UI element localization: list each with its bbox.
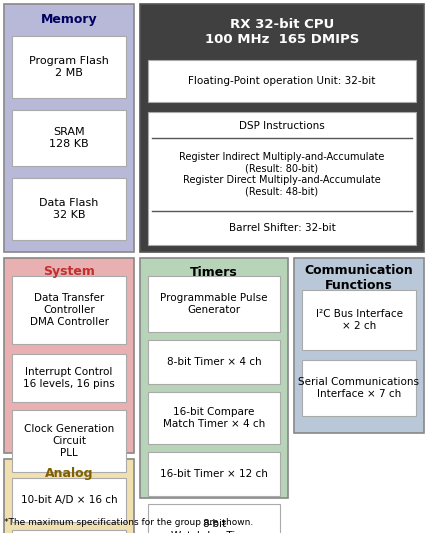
Text: Programmable Pulse
Generator: Programmable Pulse Generator [160, 293, 268, 315]
Bar [148, 276, 280, 332]
Text: RX 32-bit CPU
100 MHz  165 DMIPS: RX 32-bit CPU 100 MHz 165 DMIPS [205, 18, 359, 46]
Bar [12, 478, 126, 522]
Bar [148, 340, 280, 384]
Bar [302, 290, 416, 350]
Text: Data Transfer
Controller
DMA Controller: Data Transfer Controller DMA Controller [29, 293, 108, 327]
Bar [12, 410, 126, 472]
Bar [12, 36, 126, 98]
Text: Data Flash
32 KB: Data Flash 32 KB [39, 198, 98, 220]
Text: Serial Communications
Interface × 7 ch: Serial Communications Interface × 7 ch [299, 377, 419, 399]
Text: Clock Generation
Circuit
PLL: Clock Generation Circuit PLL [24, 424, 114, 458]
Text: SRAM
128 KB: SRAM 128 KB [49, 127, 89, 149]
Text: Communication
Functions: Communication Functions [305, 264, 413, 292]
Bar [140, 4, 424, 252]
Bar [4, 459, 134, 533]
Bar [12, 276, 126, 344]
Bar [12, 110, 126, 166]
Text: System: System [43, 265, 95, 279]
Bar [148, 392, 280, 444]
Bar [12, 530, 126, 533]
Bar [148, 112, 416, 245]
Text: DSP Instructions: DSP Instructions [239, 121, 325, 131]
Bar [148, 60, 416, 102]
Text: 16-bit Compare
Match Timer × 4 ch: 16-bit Compare Match Timer × 4 ch [163, 407, 265, 429]
Bar [4, 258, 134, 453]
Text: 8-bit
Watchdog Timer: 8-bit Watchdog Timer [172, 519, 257, 533]
Bar [140, 258, 288, 498]
Bar [294, 258, 424, 433]
Bar [302, 360, 416, 416]
Bar [12, 178, 126, 240]
Text: 16-bit Timer × 12 ch: 16-bit Timer × 12 ch [160, 469, 268, 479]
Bar [148, 504, 280, 533]
Bar [12, 354, 126, 402]
Text: I²C Bus Interface
× 2 ch: I²C Bus Interface × 2 ch [315, 309, 403, 331]
Text: Program Flash
2 MB: Program Flash 2 MB [29, 56, 109, 78]
Text: Timers: Timers [190, 265, 238, 279]
Text: Interrupt Control
16 levels, 16 pins: Interrupt Control 16 levels, 16 pins [23, 367, 115, 389]
Text: Barrel Shifter: 32-bit: Barrel Shifter: 32-bit [229, 223, 335, 233]
Text: Register Indirect Multiply-and-Accumulate
(Result: 80-bit)
Register Direct Multi: Register Indirect Multiply-and-Accumulat… [179, 151, 384, 196]
Text: *The maximum specifications for the group are shown.: *The maximum specifications for the grou… [4, 518, 253, 527]
Bar [148, 452, 280, 496]
Text: Analog: Analog [45, 466, 93, 480]
Text: Floating-Point operation Unit: 32-bit: Floating-Point operation Unit: 32-bit [188, 76, 376, 86]
Bar [4, 4, 134, 252]
Text: Memory: Memory [41, 13, 97, 27]
Text: 8-bit Timer × 4 ch: 8-bit Timer × 4 ch [167, 357, 261, 367]
Text: 10-bit A/D × 16 ch: 10-bit A/D × 16 ch [21, 495, 118, 505]
